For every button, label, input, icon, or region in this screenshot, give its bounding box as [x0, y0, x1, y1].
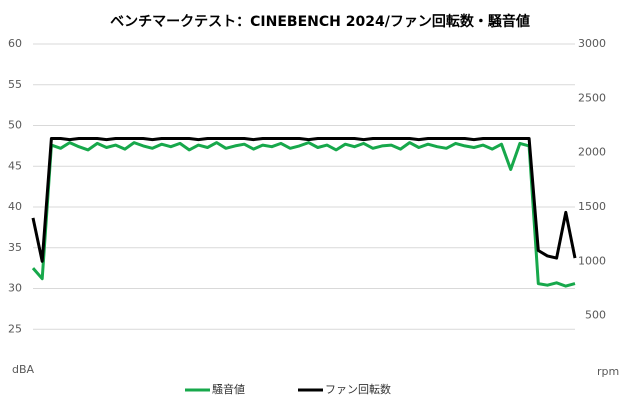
y-tick-label: 25	[8, 322, 22, 335]
y2-tick-label: 2500	[578, 91, 606, 104]
data-line	[31, 141, 576, 288]
y-axis-label: dBA	[12, 363, 35, 376]
y-tick-label: 45	[8, 159, 22, 172]
y2-tick-label: 2000	[578, 146, 606, 159]
legend-label: 騒音値	[212, 382, 245, 396]
y-tick-label: 50	[8, 119, 22, 132]
data-line	[31, 137, 577, 263]
y2-tick-label: 1000	[578, 254, 606, 267]
legend-label: ファン回転数	[325, 383, 391, 396]
y-tick-label: 40	[8, 200, 22, 213]
y2-tick-label: 500	[585, 309, 606, 322]
y2-tick-label: 3000	[578, 37, 606, 50]
y2-tick-label: 1500	[578, 200, 606, 213]
y-tick-label: 30	[8, 282, 22, 295]
y-tick-label: 55	[8, 78, 22, 91]
y2-axis-label: rpm	[597, 365, 619, 378]
y-tick-label: 60	[8, 37, 22, 50]
chart-title: ベンチマークテスト：CINEBENCH 2024/ファン回転数・騒音値	[110, 13, 530, 30]
y-tick-label: 35	[8, 241, 22, 254]
